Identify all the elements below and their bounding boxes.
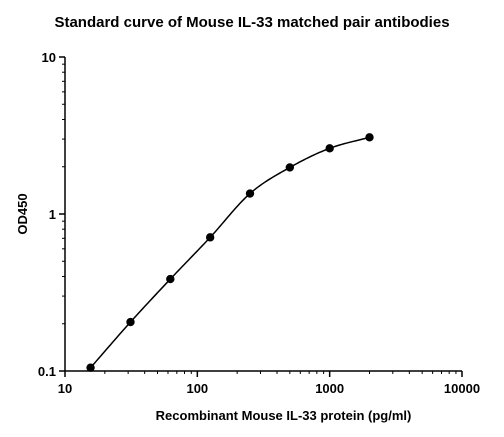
fit-curve <box>89 136 370 369</box>
x-tick-label: 100 <box>186 381 208 396</box>
data-point <box>205 233 215 242</box>
chart-title: Standard curve of Mouse IL-33 matched pa… <box>54 14 450 31</box>
data-point <box>325 144 334 153</box>
x-tick-label: 10 <box>58 381 72 396</box>
data-point <box>166 274 175 284</box>
x-axis-title: Recombinant Mouse IL-33 protein (pg/ml) <box>156 408 412 423</box>
y-tick-label: 0.1 <box>38 364 56 379</box>
y-tick-label: 1 <box>49 207 56 222</box>
x-tick-label: 10000 <box>444 381 480 396</box>
data-point <box>86 363 95 372</box>
data-point <box>126 317 135 327</box>
y-tick-label: 10 <box>42 50 56 65</box>
x-tick-label: 1000 <box>315 381 344 396</box>
data-point <box>285 163 295 172</box>
y-axis-title: OD450 <box>15 193 30 234</box>
data-point <box>365 133 374 142</box>
data-point <box>245 189 255 198</box>
